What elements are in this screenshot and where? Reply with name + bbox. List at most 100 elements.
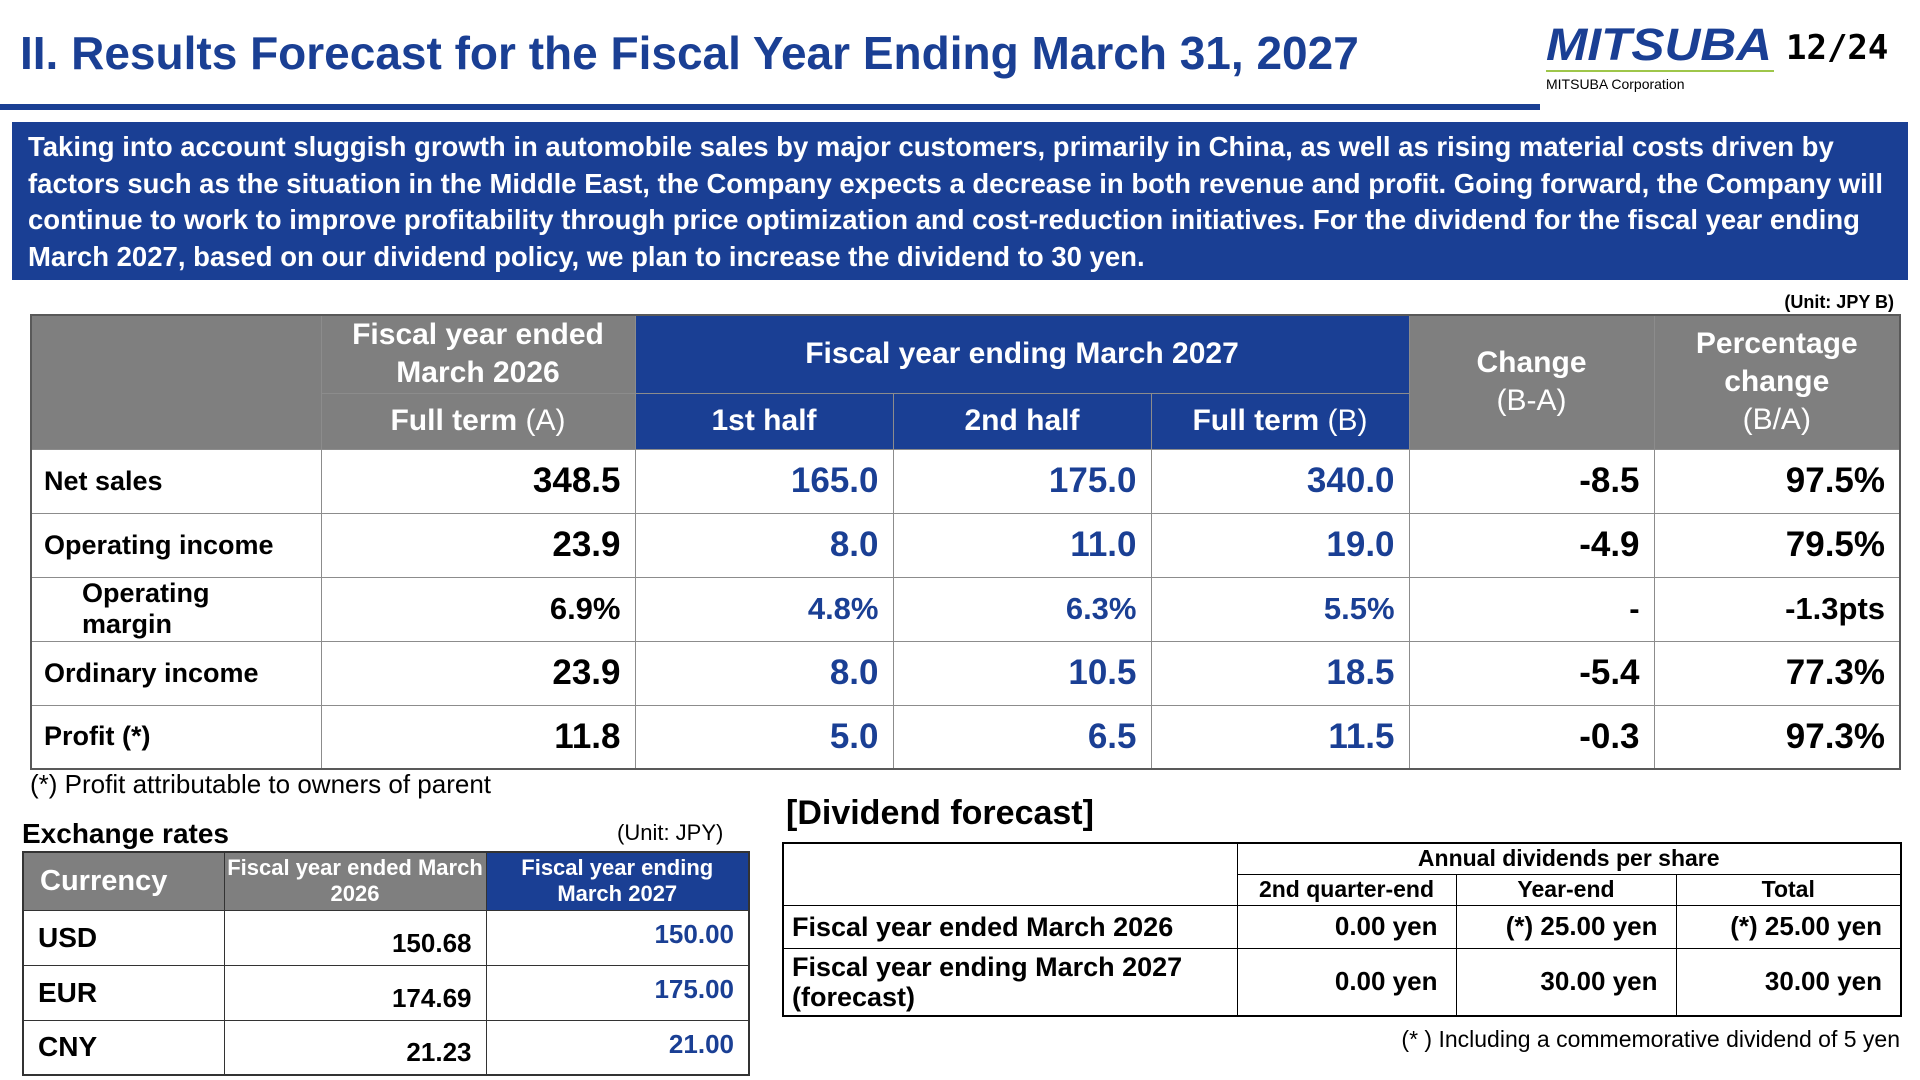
table-row: CNY 21.23 21.00 xyxy=(22,1019,750,1076)
cell-next-full: 18.5 xyxy=(1150,640,1410,706)
header-prev-year: Fiscal year ended March 2026 xyxy=(320,314,636,394)
header-change: Change (B-A) xyxy=(1408,314,1655,450)
header-change-label: Change xyxy=(1476,346,1587,380)
cell-half2: 11.0 xyxy=(892,512,1152,578)
page-number: 12/24 xyxy=(1786,28,1889,68)
cell-pct: 97.3% xyxy=(1653,704,1901,770)
cell-change: -4.9 xyxy=(1408,512,1655,578)
cell-pct: 97.5% xyxy=(1653,448,1901,514)
header-ex-prev: Fiscal year ended March 2026 xyxy=(223,851,487,911)
dividend-row-label: Fiscal year ending March 2027 (forecast) xyxy=(782,947,1238,1017)
cell-pct: 77.3% xyxy=(1653,640,1901,706)
cell-half1: 165.0 xyxy=(634,448,894,514)
table-row: Profit (*) 11.8 5.0 6.5 11.5 -0.3 97.3% xyxy=(30,704,1901,770)
rate-prev: 174.69 xyxy=(223,964,487,1021)
header-next-year: Fiscal year ending March 2027 xyxy=(634,314,1410,394)
cell-next-full: 11.5 xyxy=(1150,704,1410,770)
header-half2: 2nd half xyxy=(892,392,1152,450)
header-total: Total xyxy=(1675,873,1902,906)
table-row: Operating income 23.9 8.0 11.0 19.0 -4.9… xyxy=(30,512,1901,578)
cell-prev-full: 11.8 xyxy=(320,704,636,770)
cell-prev-full: 348.5 xyxy=(320,448,636,514)
header-prev-full: Full term (A) xyxy=(320,392,636,450)
table-row: EUR 174.69 175.00 xyxy=(22,964,750,1021)
cell-half2: 10.5 xyxy=(892,640,1152,706)
row-label: Profit (*) xyxy=(30,704,322,770)
dividend-note: (* ) Including a commemorative dividend … xyxy=(1401,1026,1900,1052)
exchange-title: Exchange rates xyxy=(22,818,229,849)
title-underline xyxy=(0,104,1540,110)
cell-half2: 6.5 xyxy=(892,704,1152,770)
rate-next: 150.00 xyxy=(485,909,750,966)
table-row: Fiscal year ended March 2026 0.00 yen (*… xyxy=(782,904,1902,949)
header-next-full-label: Full term xyxy=(1192,404,1320,437)
header-pct-label: Percentage change xyxy=(1695,327,1858,399)
cell-next-full: 5.5% xyxy=(1150,576,1410,642)
cell-change: -0.3 xyxy=(1408,704,1655,770)
summary-box: Taking into account sluggish growth in a… xyxy=(12,122,1908,280)
header-next-full: Full term (B) xyxy=(1150,392,1410,450)
company-name: MITSUBA Corporation xyxy=(1546,76,1685,92)
header-half1: 1st half xyxy=(634,392,894,450)
cell-next-full: 340.0 xyxy=(1150,448,1410,514)
cell-half1: 5.0 xyxy=(634,704,894,770)
currency-code: CNY xyxy=(22,1019,225,1076)
header-ex-next: Fiscal year ending March 2027 xyxy=(485,851,750,911)
header-q2: 2nd quarter-end xyxy=(1236,873,1457,906)
header-pct: Percentage change (B/A) xyxy=(1653,314,1901,450)
cell-half1: 8.0 xyxy=(634,640,894,706)
table-unit: (Unit: JPY B) xyxy=(1784,292,1894,312)
rate-next: 21.00 xyxy=(485,1019,750,1076)
corner-header xyxy=(30,314,322,450)
dividend-title: [Dividend forecast] xyxy=(786,794,1094,832)
dividend-year-end: 30.00 yen xyxy=(1455,947,1677,1017)
logo-wordmark: MITSUBA xyxy=(1546,22,1772,66)
currency-code: EUR xyxy=(22,964,225,1021)
header-pct-suffix: (B/A) xyxy=(1742,403,1811,437)
currency-code: USD xyxy=(22,909,225,966)
cell-next-full: 19.0 xyxy=(1150,512,1410,578)
header-year-end: Year-end xyxy=(1455,873,1677,906)
row-label: Ordinary income xyxy=(30,640,322,706)
forecast-table: Fiscal year ended March 2026 Fiscal year… xyxy=(30,314,1902,770)
exchange-table: Currency Fiscal year ended March 2026 Fi… xyxy=(22,851,750,1076)
dividend-q2: 0.00 yen xyxy=(1236,947,1457,1017)
dividend-corner xyxy=(782,842,1238,906)
profit-footnote: (*) Profit attributable to owners of par… xyxy=(30,769,492,799)
row-label: Operating margin xyxy=(30,576,322,642)
cell-half1: 4.8% xyxy=(634,576,894,642)
header-prev-full-suffix: (A) xyxy=(525,404,566,437)
header-change-suffix: (B-A) xyxy=(1496,384,1567,418)
rate-prev: 150.68 xyxy=(223,909,487,966)
exchange-unit: (Unit: JPY) xyxy=(617,820,724,845)
cell-half1: 8.0 xyxy=(634,512,894,578)
cell-prev-full: 23.9 xyxy=(320,512,636,578)
dividend-row-label: Fiscal year ended March 2026 xyxy=(782,904,1238,949)
mitsuba-logo: MITSUBA xyxy=(1546,22,1772,66)
row-label: Net sales xyxy=(30,448,322,514)
cell-change: -8.5 xyxy=(1408,448,1655,514)
cell-pct: -1.3pts xyxy=(1653,576,1901,642)
dividend-q2: 0.00 yen xyxy=(1236,904,1457,949)
dividend-table: Annual dividends per share 2nd quarter-e… xyxy=(782,842,1902,1017)
header-next-full-suffix: (B) xyxy=(1327,404,1368,437)
cell-prev-full: 6.9% xyxy=(320,576,636,642)
table-row: Fiscal year ending March 2027 (forecast)… xyxy=(782,947,1902,1017)
dividend-total: (*) 25.00 yen xyxy=(1675,904,1902,949)
cell-pct: 79.5% xyxy=(1653,512,1901,578)
table-row: Net sales 348.5 165.0 175.0 340.0 -8.5 9… xyxy=(30,448,1901,514)
cell-half2: 175.0 xyxy=(892,448,1152,514)
cell-prev-full: 23.9 xyxy=(320,640,636,706)
header-annual-dividends: Annual dividends per share xyxy=(1236,842,1902,875)
row-label: Operating income xyxy=(30,512,322,578)
table-row: Operating margin 6.9% 4.8% 6.3% 5.5% - -… xyxy=(30,576,1901,642)
dividend-year-end: (*) 25.00 yen xyxy=(1455,904,1677,949)
dividend-total: 30.00 yen xyxy=(1675,947,1902,1017)
page-title: II. Results Forecast for the Fiscal Year… xyxy=(20,27,1359,79)
rate-prev: 21.23 xyxy=(223,1019,487,1076)
logo-underline xyxy=(1546,70,1774,72)
cell-change: -5.4 xyxy=(1408,640,1655,706)
cell-change: - xyxy=(1408,576,1655,642)
cell-half2: 6.3% xyxy=(892,576,1152,642)
header-currency: Currency xyxy=(22,851,225,911)
